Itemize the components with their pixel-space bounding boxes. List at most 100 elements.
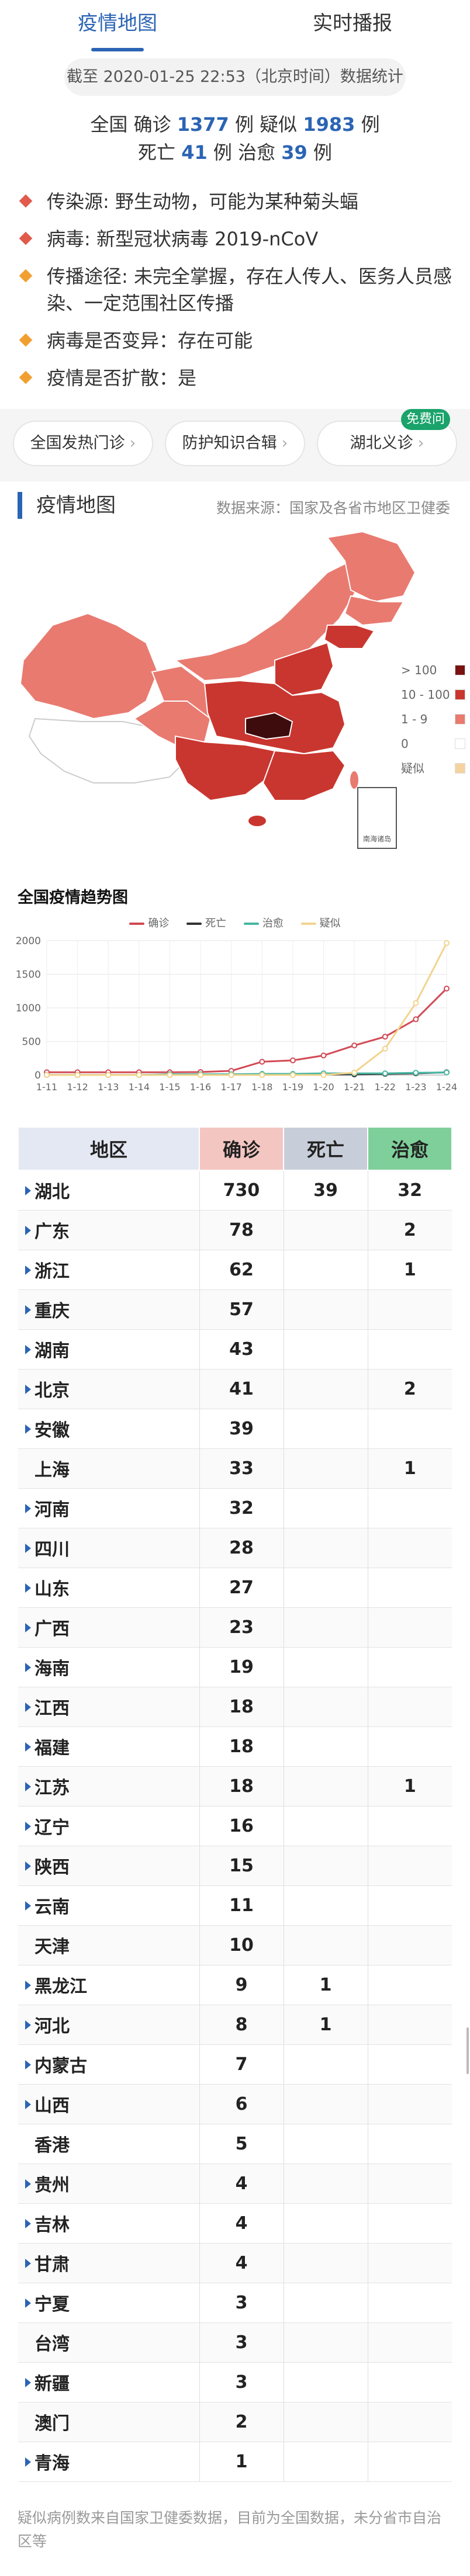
table-row[interactable]: 吉林 4 [18, 2203, 452, 2244]
expand-triangle-icon[interactable] [25, 1702, 31, 1712]
region-cell[interactable]: 陕西 [18, 1846, 200, 1886]
expand-triangle-icon[interactable] [25, 2179, 31, 2189]
expand-triangle-icon[interactable] [25, 1344, 31, 1354]
region-cell[interactable]: 浙江 [18, 1250, 200, 1290]
legend-confirmed[interactable]: 确诊 [129, 915, 169, 930]
table-row[interactable]: 山西 6 [18, 2084, 452, 2124]
expand-triangle-icon[interactable] [25, 2218, 31, 2228]
map-region-heilongjiang [326, 531, 416, 603]
table-row[interactable]: 四川 28 [18, 1528, 452, 1568]
region-cell[interactable]: 广西 [18, 1607, 200, 1648]
expand-triangle-icon[interactable] [25, 1503, 31, 1513]
expand-triangle-icon[interactable] [25, 1821, 31, 1831]
region-cell[interactable]: 海南 [18, 1647, 200, 1687]
protection-knowledge-button[interactable]: 防护知识合辑 › [165, 421, 305, 466]
region-cell[interactable]: 河北 [18, 2005, 200, 2045]
region-cell[interactable]: 贵州 [18, 2164, 200, 2204]
expand-triangle-icon[interactable] [25, 2020, 31, 2030]
region-cell[interactable]: 安徽 [18, 1409, 200, 1449]
region-cell[interactable]: 云南 [18, 1885, 200, 1926]
table-row[interactable]: 福建 18 [18, 1726, 452, 1767]
region-cell[interactable]: 北京 [18, 1369, 200, 1409]
table-row[interactable]: 安徽 39 [18, 1409, 452, 1449]
tab-live-news[interactable]: 实时播报 [313, 12, 392, 35]
table-row[interactable]: 贵州 4 [18, 2164, 452, 2204]
region-cell[interactable]: 内蒙古 [18, 2044, 200, 2085]
expand-triangle-icon[interactable] [25, 1265, 31, 1275]
expand-triangle-icon[interactable] [25, 2457, 31, 2467]
region-cell[interactable]: 河南 [18, 1488, 200, 1528]
region-cell[interactable]: 江西 [18, 1687, 200, 1727]
region-cell[interactable]: 吉林 [18, 2203, 200, 2244]
legend-death[interactable]: 死亡 [186, 915, 226, 930]
region-cell[interactable]: 广东 [18, 1210, 200, 1250]
table-row[interactable]: 辽宁 16 [18, 1806, 452, 1846]
table-row[interactable]: 宁夏 3 [18, 2283, 452, 2323]
table-row[interactable]: 新疆 3 [18, 2362, 452, 2402]
expand-triangle-icon[interactable] [25, 1543, 31, 1553]
region-cell[interactable]: 江苏 [18, 1766, 200, 1807]
expand-triangle-icon[interactable] [25, 2258, 31, 2268]
region-cell[interactable]: 甘肃 [18, 2243, 200, 2283]
table-row[interactable]: 湖北 730 39 32 [18, 1170, 452, 1211]
expand-triangle-icon[interactable] [25, 1622, 31, 1632]
expand-triangle-icon[interactable] [25, 1384, 31, 1394]
region-cell[interactable]: 山西 [18, 2084, 200, 2124]
table-row[interactable]: 重庆 57 [18, 1289, 452, 1330]
region-cell[interactable]: 福建 [18, 1726, 200, 1767]
legend-suspected[interactable]: 疑似 [300, 915, 341, 930]
expand-triangle-icon[interactable] [25, 2099, 31, 2109]
region-cell[interactable]: 山东 [18, 1568, 200, 1608]
table-row[interactable]: 湖南 43 [18, 1329, 452, 1370]
table-row[interactable]: 河北 8 1 [18, 2005, 452, 2045]
cured-cell [368, 2084, 452, 2124]
table-row[interactable]: 江西 18 [18, 1687, 452, 1727]
table-row[interactable]: 浙江 62 1 [18, 1250, 452, 1290]
expand-triangle-icon[interactable] [25, 2298, 31, 2308]
table-row[interactable]: 甘肃 4 [18, 2243, 452, 2283]
region-cell[interactable]: 黑龙江 [18, 1965, 200, 2005]
table-row[interactable]: 青海 1 [18, 2442, 452, 2482]
table-row[interactable]: 广西 23 [18, 1607, 452, 1648]
expand-triangle-icon[interactable] [25, 1305, 31, 1315]
expand-triangle-icon[interactable] [25, 1662, 31, 1672]
expand-triangle-icon[interactable] [25, 1742, 31, 1752]
fever-clinic-button[interactable]: 全国发热门诊 › [13, 421, 153, 466]
table-row[interactable]: 广东 78 2 [18, 1210, 452, 1250]
expand-triangle-icon[interactable] [25, 2377, 31, 2387]
table-row[interactable]: 云南 11 [18, 1885, 452, 1926]
expand-triangle-icon[interactable] [25, 1781, 31, 1791]
table-row[interactable]: 江苏 18 1 [18, 1766, 452, 1807]
legend-cured[interactable]: 治愈 [243, 915, 284, 930]
table-row[interactable]: 陕西 15 [18, 1846, 452, 1886]
table-row[interactable]: 海南 19 [18, 1647, 452, 1687]
table-header-cell[interactable]: 确诊 [199, 1126, 284, 1171]
region-cell[interactable]: 湖北 [18, 1170, 200, 1211]
region-cell[interactable]: 宁夏 [18, 2283, 200, 2323]
expand-triangle-icon[interactable] [25, 1186, 31, 1195]
region-cell[interactable]: 重庆 [18, 1289, 200, 1330]
region-cell[interactable]: 四川 [18, 1528, 200, 1568]
expand-triangle-icon[interactable] [25, 1980, 31, 1990]
page-scrollbar[interactable] [466, 2027, 469, 2074]
table-row[interactable]: 北京 41 2 [18, 1369, 452, 1409]
table-row[interactable]: 山东 27 [18, 1568, 452, 1608]
china-epidemic-map[interactable]: 南海诸岛 [0, 526, 470, 859]
expand-triangle-icon[interactable] [25, 1583, 31, 1593]
table-header-cell[interactable]: 治愈 [367, 1126, 452, 1171]
region-cell[interactable]: 辽宁 [18, 1806, 200, 1846]
table-row[interactable]: 河南 32 [18, 1488, 452, 1528]
table-header-cell[interactable]: 死亡 [283, 1126, 368, 1171]
region-cell[interactable]: 青海 [18, 2442, 200, 2482]
table-row[interactable]: 黑龙江 9 1 [18, 1965, 452, 2005]
table-row[interactable]: 内蒙古 7 [18, 2044, 452, 2085]
expand-triangle-icon[interactable] [25, 1424, 31, 1434]
expand-triangle-icon[interactable] [25, 1861, 31, 1871]
expand-triangle-icon[interactable] [25, 1225, 31, 1235]
tab-epidemic-map[interactable]: 疫情地图 [0, 0, 235, 54]
table-header-cell[interactable]: 地区 [18, 1126, 200, 1171]
expand-triangle-icon[interactable] [25, 2060, 31, 2069]
region-cell[interactable]: 湖南 [18, 1329, 200, 1370]
expand-triangle-icon[interactable] [25, 1901, 31, 1911]
region-cell[interactable]: 新疆 [18, 2362, 200, 2402]
